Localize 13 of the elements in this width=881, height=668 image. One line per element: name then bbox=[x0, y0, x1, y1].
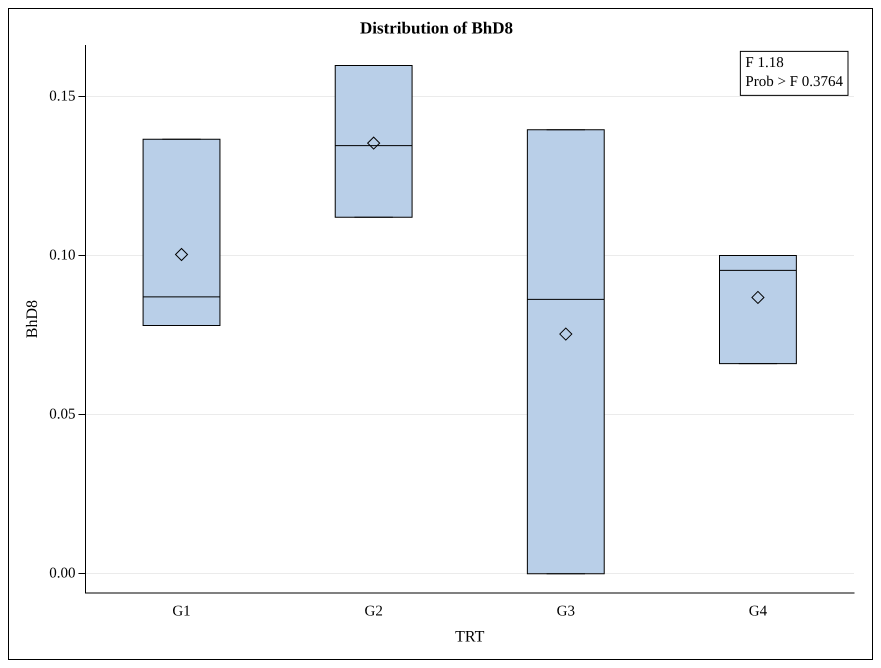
annotation: F 1.18 bbox=[745, 54, 784, 71]
y-axis-title: BhD8 bbox=[24, 300, 41, 338]
chart-title: Distribution of BhD8 bbox=[360, 18, 514, 38]
y-tick-label: 0.00 bbox=[49, 566, 76, 582]
x-tick-label: G4 bbox=[748, 604, 768, 620]
x-axis-title: TRT bbox=[455, 628, 485, 646]
x-tick-label: G2 bbox=[364, 604, 383, 620]
y-tick-label: 0.15 bbox=[49, 88, 76, 104]
annotation: Prob > F 0.3764 bbox=[745, 74, 844, 90]
x-tick-label: G3 bbox=[556, 604, 575, 620]
x-tick-label: G1 bbox=[172, 604, 191, 620]
y-tick-label: 0.05 bbox=[49, 406, 76, 423]
y-tick-label: 0.10 bbox=[49, 247, 76, 264]
